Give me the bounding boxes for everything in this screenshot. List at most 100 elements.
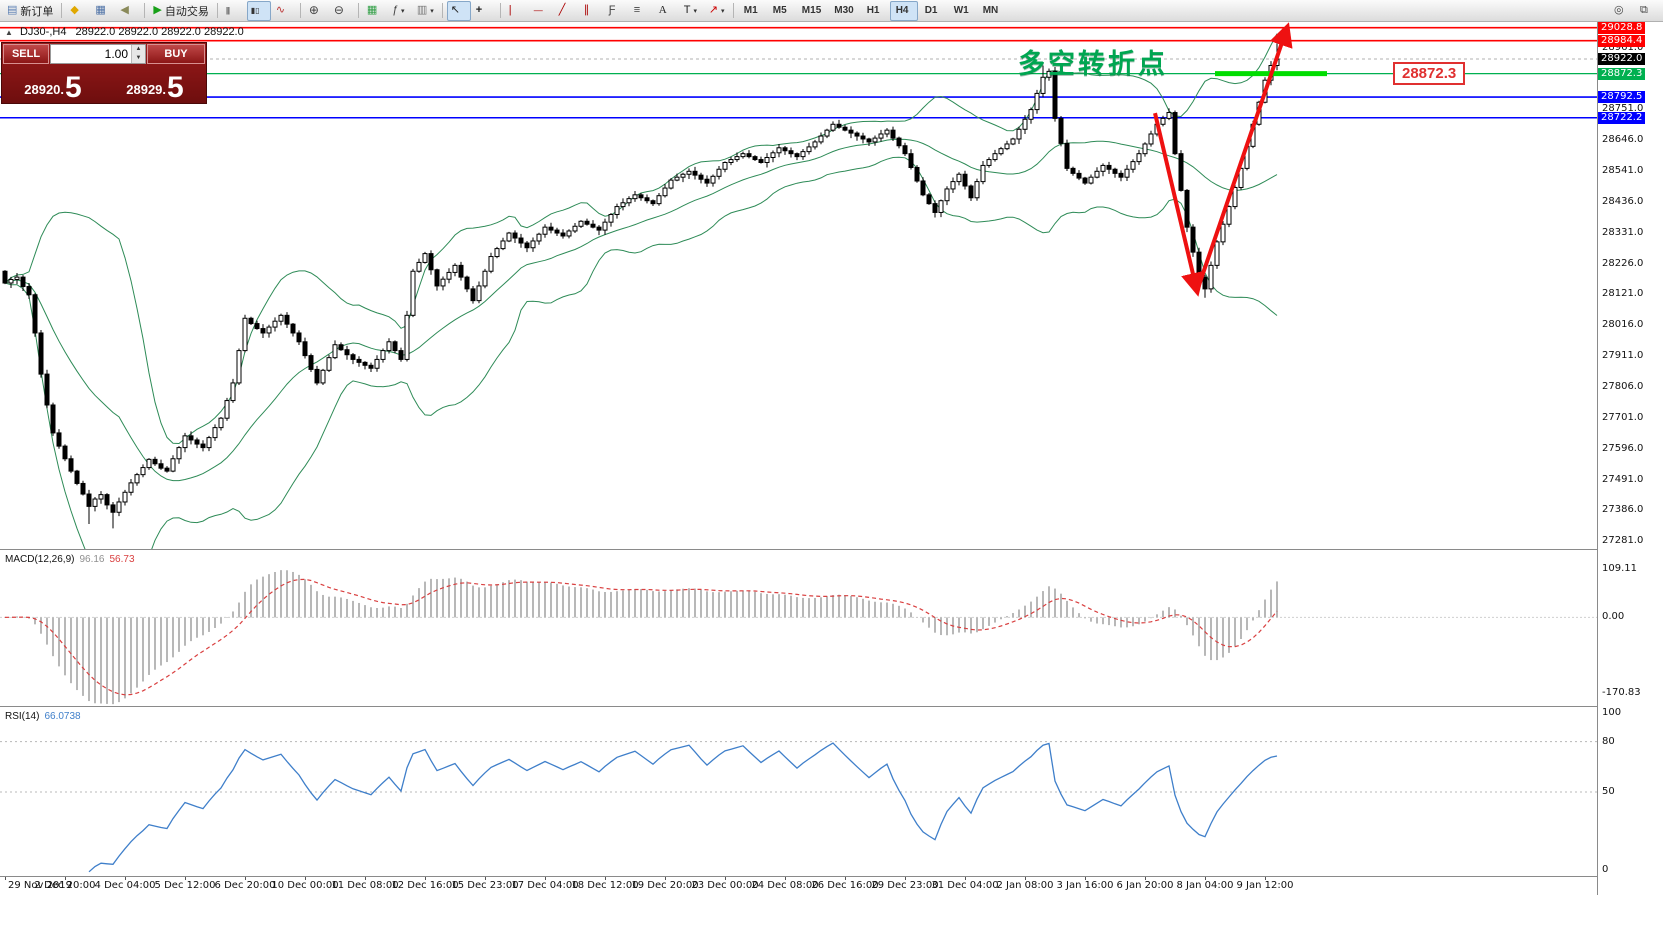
- time-label: 3 Jan 16:00: [1056, 880, 1114, 891]
- rsi-axis-label: 100: [1602, 707, 1622, 718]
- price-tick-label: 27281.0: [1602, 535, 1644, 547]
- volume-field: ▲ ▼: [50, 44, 146, 64]
- time-tick: [965, 877, 966, 880]
- rsi-value: 66.0738: [44, 711, 81, 722]
- timeframe-m1-button[interactable]: M1: [743, 5, 758, 16]
- trendline-icon[interactable]: [555, 1, 579, 21]
- arrows-icon: [709, 5, 718, 16]
- sell-button[interactable]: SELL: [3, 44, 49, 64]
- zoom-out-icon[interactable]: [330, 1, 354, 21]
- timeframe-m30-button[interactable]: M30: [834, 5, 854, 16]
- volume-increase-button[interactable]: ▲: [131, 45, 145, 54]
- channel-icon[interactable]: [580, 1, 604, 21]
- toolbar-separator: [441, 3, 443, 18]
- label-icon[interactable]: ▾: [680, 1, 704, 21]
- fibonacci-icon[interactable]: [605, 1, 629, 21]
- time-tick: [605, 877, 606, 880]
- indicators-icon[interactable]: ▾: [388, 1, 412, 21]
- dropdown-caret-icon: ▾: [401, 7, 405, 15]
- timeframe-h4-button[interactable]: H4: [889, 0, 918, 21]
- time-tick: [5, 877, 6, 880]
- ask-price[interactable]: 28929. 5: [104, 65, 206, 103]
- rsi-name: RSI(14): [5, 711, 40, 722]
- rsi-axis-label: 50: [1602, 786, 1615, 797]
- price-line-label: 29028.8: [1598, 21, 1646, 34]
- vertical-line-icon[interactable]: [505, 1, 529, 21]
- time-tick: [665, 877, 666, 880]
- time-tick: [905, 877, 906, 880]
- price-line-label: 28722.2: [1598, 111, 1646, 124]
- time-tick: [65, 877, 66, 880]
- time-tick: [725, 877, 726, 880]
- panel-separator[interactable]: [0, 706, 1663, 707]
- cursor-icon[interactable]: [446, 0, 471, 21]
- line-chart-icon[interactable]: [272, 1, 296, 21]
- time-label: 2 Jan 08:00: [996, 880, 1054, 891]
- channel-icon: [584, 5, 590, 16]
- time-axis[interactable]: 29 Nov 2019 2 Dec 20:00 4 Dec 04:00 5 Dec 1…: [0, 877, 1597, 894]
- horizontal-line-icon[interactable]: [530, 1, 554, 21]
- price-tick-label: 28436.0: [1602, 195, 1644, 207]
- time-tick: [1265, 877, 1266, 880]
- arrows-icon[interactable]: ▾: [705, 1, 729, 21]
- price-tick-label: 28226.0: [1602, 257, 1644, 269]
- time-label: 29 Dec 23:00: [871, 880, 939, 891]
- price-tick-label: 27596.0: [1602, 442, 1644, 454]
- rsi-panel-canvas[interactable]: [0, 708, 1597, 876]
- vertical-line-icon: [509, 5, 512, 16]
- time-tick: [425, 877, 426, 880]
- search-icon[interactable]: [1610, 1, 1634, 21]
- macd-panel-canvas[interactable]: [0, 551, 1597, 706]
- label-icon: [684, 5, 691, 16]
- collapse-panel-icon[interactable]: ▲: [5, 28, 13, 37]
- candlestick-chart-icon[interactable]: [246, 0, 271, 21]
- panel-separator[interactable]: [0, 549, 1663, 550]
- price-axis[interactable]: 28961.0 28751.0 28646.0 28541.0 28436.0 28331…: [1597, 21, 1663, 895]
- volume-input[interactable]: [51, 45, 131, 63]
- buy-button[interactable]: BUY: [147, 44, 205, 64]
- dropdown-caret-icon: ▾: [430, 7, 434, 15]
- timeframe-d1-button[interactable]: D1: [924, 5, 938, 16]
- zoom-in-icon[interactable]: [305, 1, 329, 21]
- macd-axis-label: 109.11: [1602, 563, 1637, 575]
- templates-icon[interactable]: ▾: [413, 1, 438, 21]
- price-tick-label: 28016.0: [1602, 319, 1644, 331]
- timeframe-m5-button[interactable]: M5: [772, 5, 787, 16]
- indicators-icon: [392, 5, 398, 16]
- line-chart-icon: [276, 5, 285, 16]
- new-order-icon: [7, 5, 17, 16]
- crosshair-icon[interactable]: [472, 1, 496, 21]
- timeframe-m15-button[interactable]: M15: [801, 5, 822, 16]
- toolbar-separator: [357, 3, 359, 18]
- ask-price-main: 28929.: [126, 82, 167, 97]
- timeframe-w1-button[interactable]: W1: [953, 5, 969, 16]
- price-tick-label: 27806.0: [1602, 381, 1644, 393]
- turning-point-annotation: 多空转折点: [1018, 49, 1168, 79]
- bar-chart-icon[interactable]: [222, 1, 246, 21]
- panel-separator[interactable]: [0, 876, 1663, 877]
- new-order-button[interactable]: 新订单: [3, 1, 57, 21]
- search-icon: [1614, 5, 1624, 16]
- toolbar-separator: [61, 3, 63, 18]
- text-icon[interactable]: [655, 1, 679, 21]
- alerts-icon: [120, 5, 128, 16]
- strategy-tester-icon[interactable]: [91, 1, 115, 21]
- time-tick: [245, 877, 246, 880]
- time-label: 15 Dec 23:00: [451, 880, 519, 891]
- cycle-lines-icon[interactable]: [630, 1, 654, 21]
- monitors-icon[interactable]: [1636, 1, 1660, 21]
- timeframe-h1-button[interactable]: H1: [866, 5, 880, 16]
- charts-window-icon[interactable]: [66, 1, 90, 21]
- time-label: 24 Dec 08:00: [751, 880, 819, 891]
- volume-decrease-button[interactable]: ▼: [131, 54, 145, 63]
- bid-price[interactable]: 28920. 5: [2, 65, 104, 103]
- time-tick: [1025, 877, 1026, 880]
- bid-price-main: 28920.: [24, 82, 65, 97]
- timeframe-mn-button[interactable]: MN: [982, 5, 999, 16]
- autotrading-button[interactable]: 自动交易: [149, 1, 212, 21]
- time-label: 18 Dec 12:00: [571, 880, 639, 891]
- alerts-icon[interactable]: [116, 1, 140, 21]
- dropdown-caret-icon: ▾: [693, 7, 698, 15]
- tile-windows-icon[interactable]: [363, 1, 387, 21]
- main-chart-canvas[interactable]: [0, 22, 1597, 549]
